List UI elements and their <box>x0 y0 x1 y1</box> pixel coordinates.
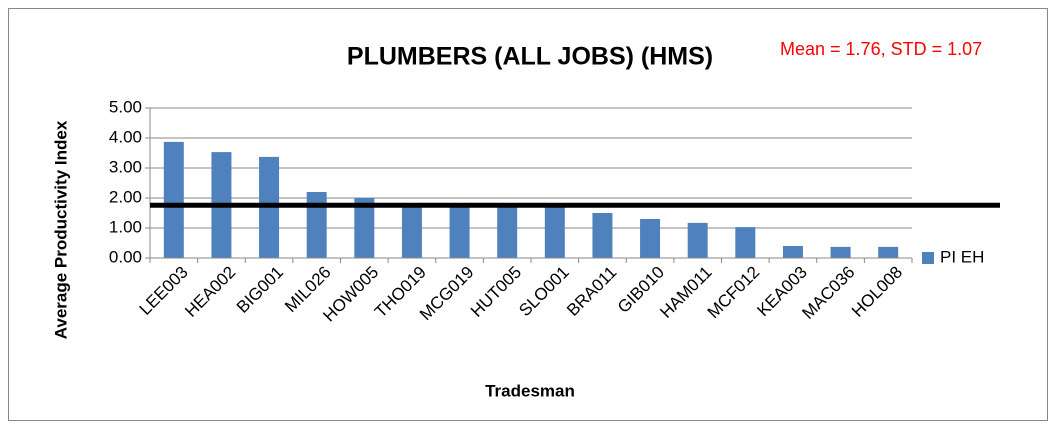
y-tick-label: 3.00 <box>109 157 142 176</box>
bar <box>449 204 470 258</box>
bar <box>354 198 375 258</box>
bar <box>163 141 184 258</box>
bar <box>306 192 327 258</box>
y-axis-label: Average Productivity Index <box>51 120 70 339</box>
bar <box>592 213 613 258</box>
bar <box>782 246 803 258</box>
annotation: Mean = 1.76, STD = 1.07 <box>780 39 982 59</box>
chart-title: PLUMBERS (ALL JOBS) (HMS) <box>347 43 713 71</box>
bar <box>401 204 422 258</box>
y-tick-label: 5.00 <box>109 97 142 116</box>
bar <box>497 205 518 258</box>
bar <box>544 206 565 258</box>
legend-label: PI EH <box>940 247 984 266</box>
y-tick-label: 1.00 <box>109 217 142 236</box>
x-axis-label: Tradesman <box>485 381 575 400</box>
y-tick-label: 2.00 <box>109 187 142 206</box>
y-tick-label: 4.00 <box>109 127 142 146</box>
bar <box>735 227 756 258</box>
bar <box>687 222 708 258</box>
bar <box>640 219 661 258</box>
bar <box>878 246 899 258</box>
bar <box>830 246 851 258</box>
y-tick-label: 0.00 <box>109 247 142 266</box>
legend-swatch <box>922 252 934 264</box>
